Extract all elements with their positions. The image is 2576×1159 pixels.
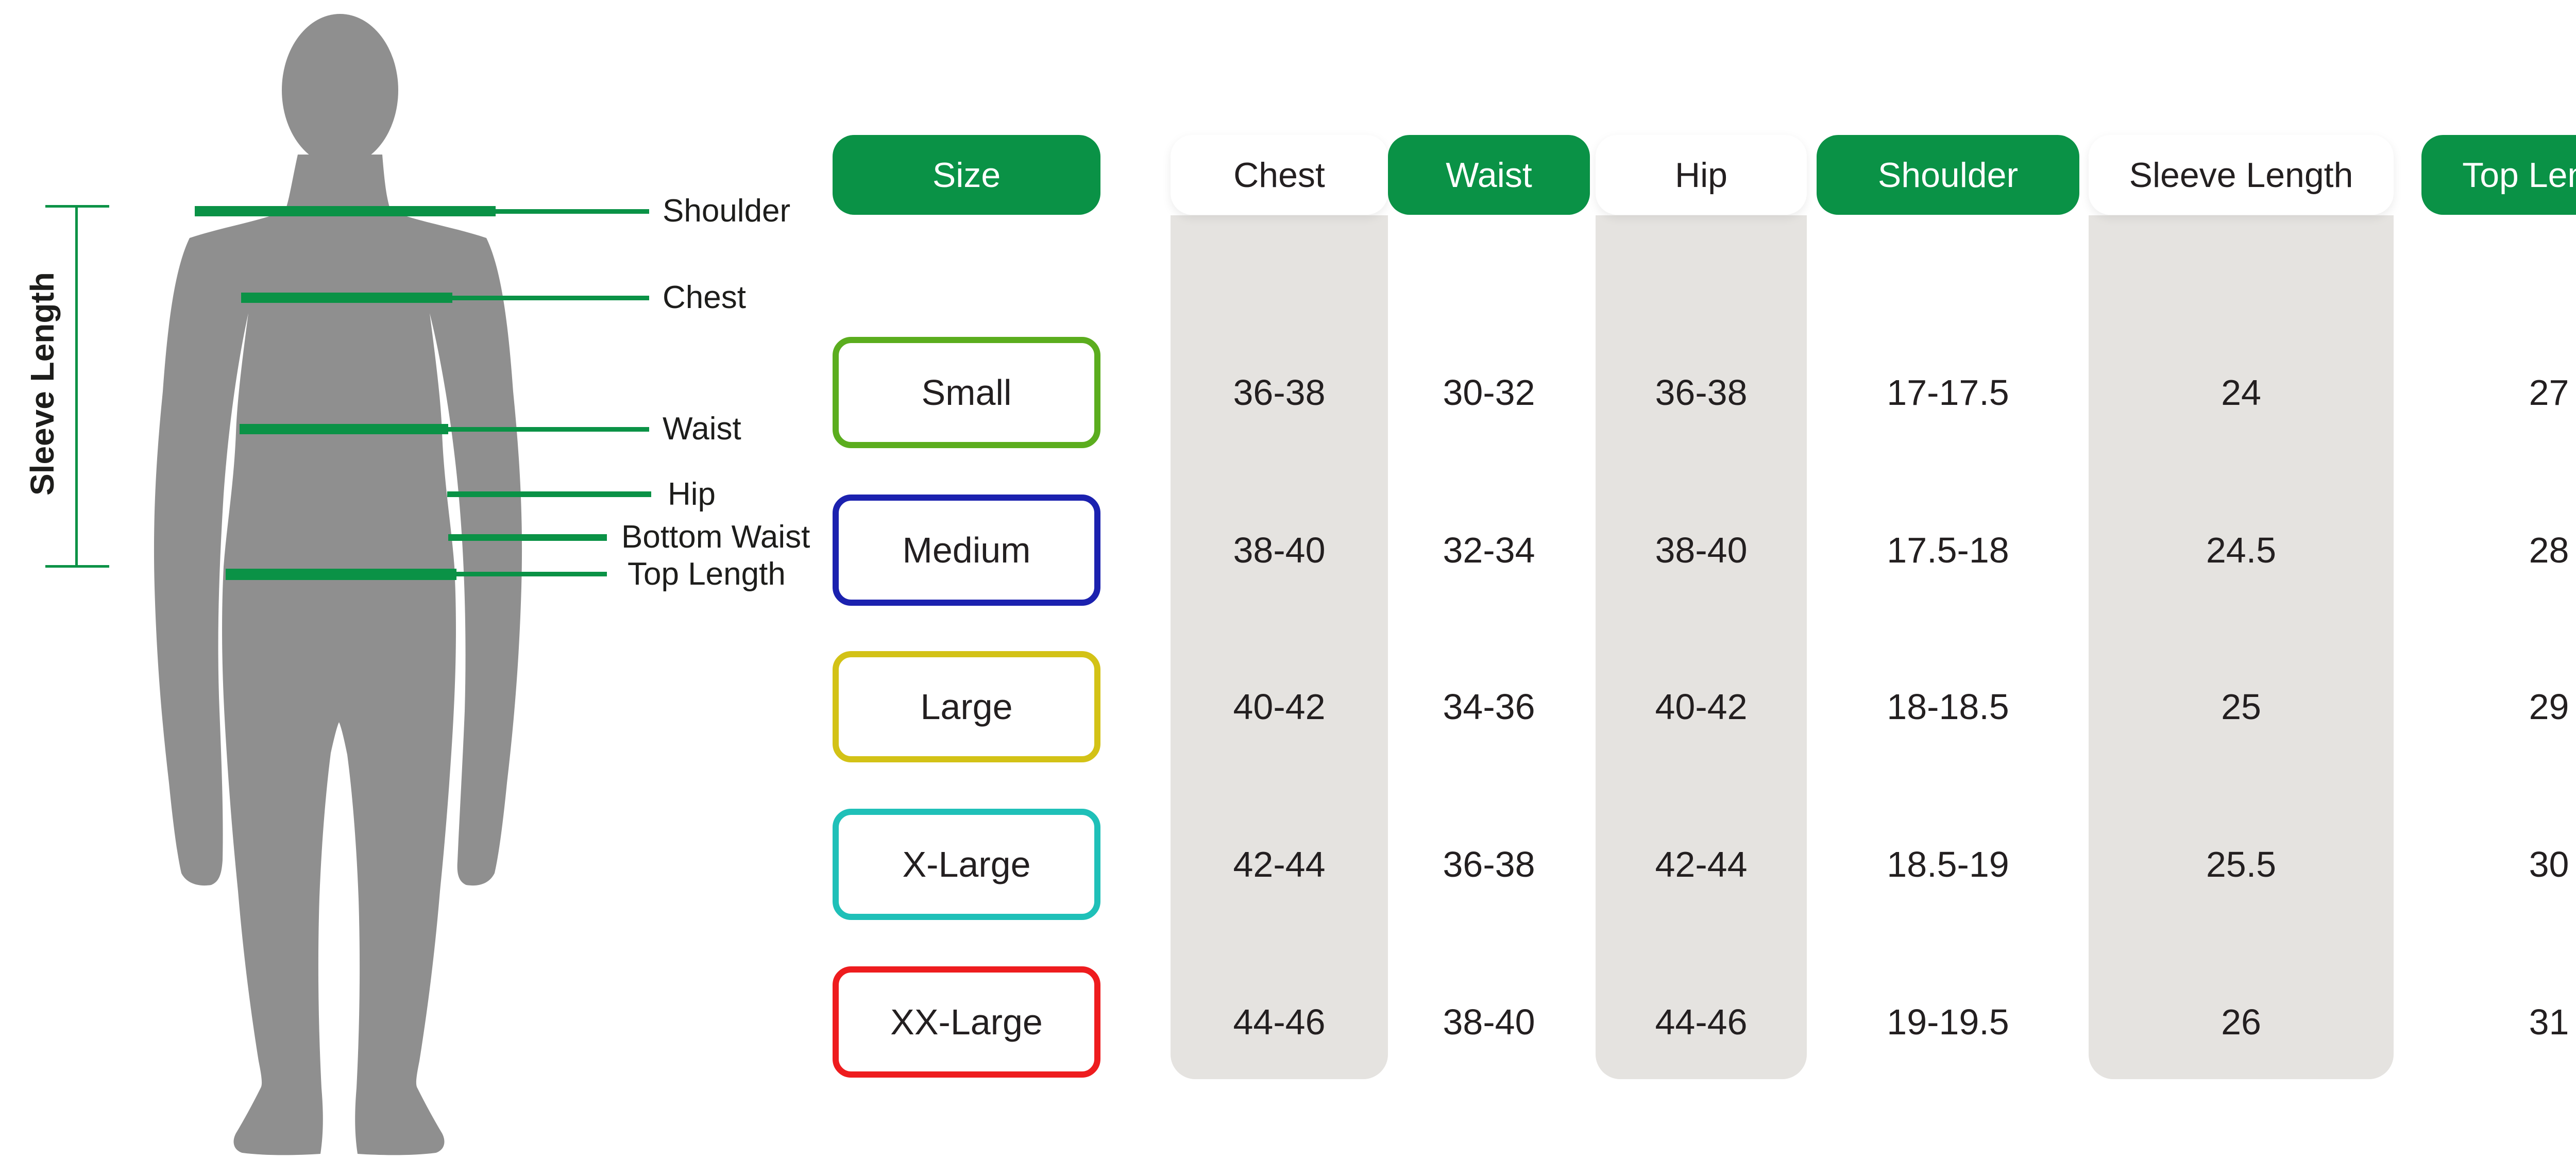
column-header-sleeve-length-label: Sleeve Length bbox=[2129, 155, 2353, 195]
body bbox=[154, 155, 522, 1155]
column-header-waist-label: Waist bbox=[1446, 155, 1532, 195]
sleeve-bracket-bottom-tick bbox=[45, 565, 109, 568]
cell-large-col2: 34-36 bbox=[1443, 687, 1535, 727]
cell-x-large-col3: 42-44 bbox=[1655, 844, 1748, 884]
column-header-hip-label: Hip bbox=[1674, 155, 1728, 195]
bottom-waist-label: Bottom Waist bbox=[621, 519, 810, 555]
cell-x-large-col6: 30 bbox=[2529, 844, 2569, 884]
cell-large-col4: 18-18.5 bbox=[1887, 687, 2009, 727]
chest-measure-line bbox=[241, 293, 452, 303]
column-header-shoulder: Shoulder bbox=[1817, 135, 2079, 215]
column-header-size: Size bbox=[833, 135, 1100, 215]
size-button-medium[interactable]: Medium bbox=[833, 495, 1100, 606]
cell-xx-large-col4: 19-19.5 bbox=[1887, 1002, 2009, 1042]
hip-label: Hip bbox=[668, 476, 716, 512]
cell-large-col6: 29 bbox=[2529, 687, 2569, 727]
size-button-x-large[interactable]: X-Large bbox=[833, 809, 1100, 920]
sleeve-length-column-background bbox=[2089, 215, 2394, 1079]
cell-large-col1: 40-42 bbox=[1233, 687, 1326, 727]
head bbox=[282, 14, 398, 166]
waist-label: Waist bbox=[663, 411, 741, 447]
cell-x-large-col1: 42-44 bbox=[1233, 844, 1326, 884]
sleeve-length-label: Sleeve Length bbox=[24, 272, 61, 496]
waist-measure-line bbox=[240, 424, 448, 434]
chest-pointer-line bbox=[452, 296, 649, 300]
cell-small-col3: 36-38 bbox=[1655, 372, 1748, 413]
cell-small-col6: 27 bbox=[2529, 372, 2569, 413]
cell-medium-col2: 32-34 bbox=[1443, 530, 1535, 570]
shoulder-label: Shoulder bbox=[663, 193, 791, 229]
cell-small-col2: 30-32 bbox=[1443, 372, 1535, 413]
column-header-chest: Chest bbox=[1171, 135, 1388, 215]
top-length-label: Top Length bbox=[628, 556, 786, 592]
cell-x-large-col5: 25.5 bbox=[2206, 844, 2277, 884]
cell-medium-col1: 38-40 bbox=[1233, 530, 1326, 570]
column-header-shoulder-label: Shoulder bbox=[1877, 155, 2019, 195]
shoulder-measure-line bbox=[195, 206, 496, 216]
cell-xx-large-col6: 31 bbox=[2529, 1002, 2569, 1042]
hip-pointer-line bbox=[447, 491, 651, 497]
chest-label: Chest bbox=[663, 280, 746, 315]
size-button-large[interactable]: Large bbox=[833, 651, 1100, 762]
column-header-waist: Waist bbox=[1388, 135, 1590, 215]
column-header-chest-label: Chest bbox=[1233, 155, 1325, 195]
hip-column-background bbox=[1596, 215, 1807, 1079]
column-header-top-length-label: Top Length bbox=[2462, 155, 2576, 195]
size-button-xx-large[interactable]: XX-Large bbox=[833, 966, 1100, 1078]
cell-large-col5: 25 bbox=[2221, 687, 2261, 727]
cell-xx-large-col3: 44-46 bbox=[1655, 1002, 1748, 1042]
body-silhouette bbox=[154, 14, 522, 1155]
top-length-pointer-line bbox=[456, 572, 607, 576]
bottom-waist-pointer-line bbox=[448, 534, 607, 541]
waist-pointer-line bbox=[448, 427, 649, 432]
chest-column-background bbox=[1171, 215, 1388, 1079]
top-length-measure-line bbox=[226, 569, 456, 580]
cell-small-col5: 24 bbox=[2221, 372, 2261, 413]
cell-medium-col6: 28 bbox=[2529, 530, 2569, 570]
column-header-sleeve-length: Sleeve Length bbox=[2089, 135, 2394, 215]
shoulder-pointer-line bbox=[496, 209, 649, 214]
cell-small-col1: 36-38 bbox=[1233, 372, 1326, 413]
cell-x-large-col4: 18.5-19 bbox=[1887, 844, 2009, 884]
cell-xx-large-col5: 26 bbox=[2221, 1002, 2261, 1042]
column-header-top-length: Top Length bbox=[2421, 135, 2576, 215]
sleeve-bracket-vertical bbox=[75, 206, 78, 567]
sleeve-bracket-top-tick bbox=[45, 205, 109, 208]
cell-xx-large-col1: 44-46 bbox=[1233, 1002, 1326, 1042]
column-header-hip: Hip bbox=[1596, 135, 1807, 215]
cell-small-col4: 17-17.5 bbox=[1887, 372, 2009, 413]
cell-large-col3: 40-42 bbox=[1655, 687, 1748, 727]
cell-medium-col4: 17.5-18 bbox=[1887, 530, 2009, 570]
column-header-size-label: Size bbox=[932, 155, 1001, 195]
cell-medium-col3: 38-40 bbox=[1655, 530, 1748, 570]
cell-xx-large-col2: 38-40 bbox=[1443, 1002, 1535, 1042]
cell-x-large-col2: 36-38 bbox=[1443, 844, 1535, 884]
size-button-small[interactable]: Small bbox=[833, 337, 1100, 448]
cell-medium-col5: 24.5 bbox=[2206, 530, 2277, 570]
